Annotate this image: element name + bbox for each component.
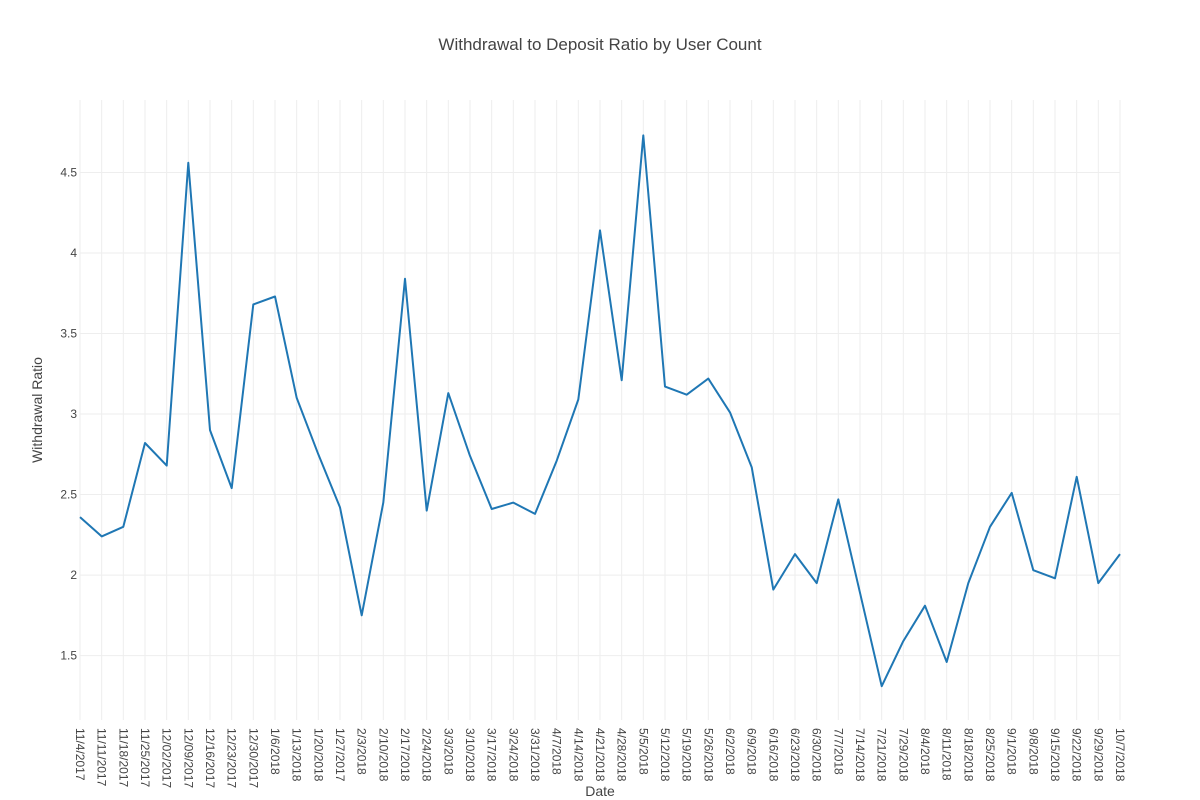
grid bbox=[79, 100, 1121, 720]
y-axis-ticks: 1.5 2 2.5 3 3.5 4 4.5 bbox=[60, 165, 77, 662]
x-tick-label: 2/3/2018 bbox=[355, 728, 369, 775]
x-tick-label: 1/20/2018 bbox=[311, 728, 325, 782]
x-tick-label: 3/3/2018 bbox=[441, 728, 455, 775]
x-tick-label: 11/4/2017 bbox=[73, 728, 87, 781]
x-tick-label: 5/19/2018 bbox=[680, 728, 694, 782]
x-tick-label: 9/22/2018 bbox=[1070, 728, 1084, 782]
x-tick-label: 6/9/2018 bbox=[745, 728, 759, 775]
series-layer bbox=[79, 134, 1121, 688]
x-tick-label: 12/02/2017 bbox=[160, 728, 174, 788]
x-tick-label: 5/12/2018 bbox=[658, 728, 672, 782]
series-line bbox=[79, 134, 1121, 688]
x-tick-label: 7/29/2018 bbox=[896, 728, 910, 782]
y-tick-label: 4.5 bbox=[60, 165, 77, 179]
x-tick-label: 3/24/2018 bbox=[506, 728, 520, 782]
y-tick-label: 3.5 bbox=[60, 327, 77, 341]
x-tick-label: 6/23/2018 bbox=[788, 728, 802, 782]
x-tick-label: 9/15/2018 bbox=[1048, 728, 1062, 782]
y-tick-label: 2.5 bbox=[60, 488, 77, 502]
x-tick-label: 8/11/2018 bbox=[940, 728, 954, 781]
x-axis-title: Date bbox=[585, 783, 615, 799]
x-tick-label: 2/10/2018 bbox=[376, 728, 390, 782]
x-tick-label: 7/7/2018 bbox=[831, 728, 845, 775]
x-tick-label: 1/13/2018 bbox=[290, 728, 304, 782]
x-tick-label: 4/14/2018 bbox=[571, 728, 585, 782]
x-tick-label: 6/16/2018 bbox=[766, 728, 780, 782]
x-tick-label: 12/30/2017 bbox=[246, 728, 260, 788]
y-tick-label: 3 bbox=[70, 407, 77, 421]
x-tick-label: 3/31/2018 bbox=[528, 728, 542, 782]
x-tick-label: 12/23/2017 bbox=[225, 728, 239, 788]
x-tick-label: 6/2/2018 bbox=[723, 728, 737, 775]
x-tick-label: 11/11/2017 bbox=[95, 728, 109, 787]
y-tick-label: 4 bbox=[70, 246, 77, 260]
x-tick-label: 2/17/2018 bbox=[398, 728, 412, 782]
y-tick-label: 2 bbox=[70, 568, 77, 582]
x-tick-label: 2/24/2018 bbox=[420, 728, 434, 782]
x-tick-label: 5/26/2018 bbox=[701, 728, 715, 782]
x-tick-label: 3/10/2018 bbox=[463, 728, 477, 782]
x-tick-label: 12/09/2017 bbox=[181, 728, 195, 788]
x-tick-label: 8/4/2018 bbox=[918, 728, 932, 775]
x-tick-label: 4/7/2018 bbox=[550, 728, 564, 775]
y-axis-title: Withdrawal Ratio bbox=[29, 357, 45, 463]
x-tick-label: 4/28/2018 bbox=[615, 728, 629, 782]
x-tick-label: 7/14/2018 bbox=[853, 728, 867, 782]
x-tick-label: 9/8/2018 bbox=[1026, 728, 1040, 775]
y-tick-label: 1.5 bbox=[60, 649, 77, 663]
chart-title: Withdrawal to Deposit Ratio by User Coun… bbox=[438, 35, 761, 54]
x-axis-ticks: 11/4/2017 11/11/2017 11/18/2017 11/25/2017 1… bbox=[73, 728, 1127, 788]
x-tick-label: 12/16/2017 bbox=[203, 728, 217, 788]
x-tick-label: 11/18/2017 bbox=[116, 728, 130, 787]
x-tick-label: 9/29/2018 bbox=[1091, 728, 1105, 782]
x-tick-label: 9/1/2018 bbox=[1005, 728, 1019, 775]
x-tick-label: 3/17/2018 bbox=[485, 728, 499, 782]
x-tick-label: 8/25/2018 bbox=[983, 728, 997, 782]
x-tick-label: 4/21/2018 bbox=[593, 728, 607, 782]
x-tick-label: 7/21/2018 bbox=[875, 728, 889, 782]
x-tick-label: 1/27/2017 bbox=[333, 728, 347, 782]
x-tick-label: 1/6/2018 bbox=[268, 728, 282, 775]
x-tick-label: 11/25/2017 bbox=[138, 728, 152, 787]
x-tick-label: 6/30/2018 bbox=[810, 728, 824, 782]
x-tick-label: 10/7/2018 bbox=[1113, 728, 1127, 782]
x-tick-label: 5/5/2018 bbox=[636, 728, 650, 775]
x-tick-label: 8/18/2018 bbox=[961, 728, 975, 782]
